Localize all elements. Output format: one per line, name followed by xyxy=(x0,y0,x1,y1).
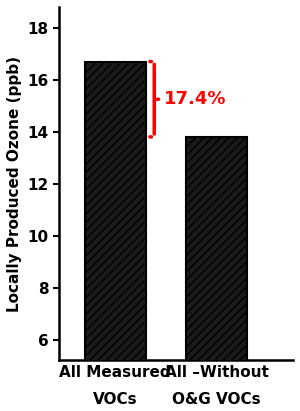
Text: All –Without: All –Without xyxy=(165,365,269,380)
Text: All Measured: All Measured xyxy=(59,365,171,380)
Text: 17.4%: 17.4% xyxy=(164,90,227,108)
Bar xyxy=(85,62,146,411)
Text: VOCs: VOCs xyxy=(93,393,137,407)
Bar xyxy=(186,137,247,411)
Y-axis label: Locally Produced Ozone (ppb): Locally Produced Ozone (ppb) xyxy=(7,55,22,312)
Text: O&G VOCs: O&G VOCs xyxy=(172,393,261,407)
